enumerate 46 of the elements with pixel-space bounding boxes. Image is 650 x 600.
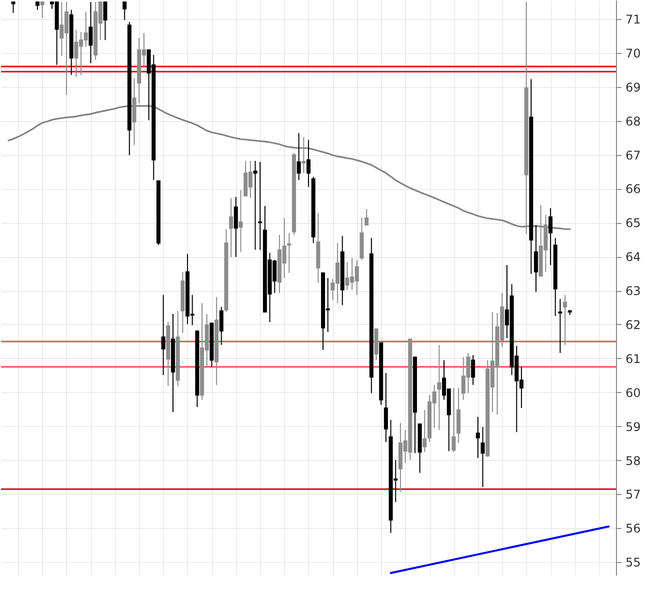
y-tick-label: 64 xyxy=(626,250,641,264)
candlestick xyxy=(422,410,427,453)
y-tick-label: 59 xyxy=(626,420,641,434)
candlestick xyxy=(287,232,292,274)
candlestick xyxy=(534,224,538,292)
y-tick-label: 65 xyxy=(626,216,641,230)
y-tick-label: 57 xyxy=(626,488,641,502)
y-tick-label: 56 xyxy=(626,522,641,536)
y-tick-label: 70 xyxy=(626,46,641,60)
candlestick xyxy=(548,208,552,266)
candlestick xyxy=(452,387,456,453)
y-tick-label: 63 xyxy=(626,284,641,298)
y-tick-label: 58 xyxy=(626,454,641,468)
y-tick-label: 68 xyxy=(626,114,641,128)
y-tick-label: 66 xyxy=(626,182,641,196)
candlestick xyxy=(437,344,442,431)
candlestick xyxy=(471,354,476,386)
y-tick-label: 61 xyxy=(626,352,641,366)
candlestick xyxy=(563,294,568,346)
candlestick xyxy=(456,387,461,444)
candlestick xyxy=(302,136,306,174)
candlestick xyxy=(253,160,258,250)
candlestick xyxy=(558,298,562,354)
candlestick xyxy=(480,426,485,488)
candlestick xyxy=(238,190,243,252)
candlestick xyxy=(161,294,166,376)
candlestick xyxy=(234,196,238,258)
candlestick xyxy=(40,2,44,18)
y-tick-label: 60 xyxy=(626,386,641,400)
y-tick-label: 62 xyxy=(626,318,641,332)
candlestick xyxy=(384,372,388,442)
candlestick xyxy=(219,306,224,346)
candlestick xyxy=(306,139,310,188)
y-tick-label: 71 xyxy=(626,12,641,27)
candlestick xyxy=(11,2,16,14)
candlestick xyxy=(122,2,127,21)
candlestick xyxy=(476,416,480,458)
candlestick xyxy=(103,2,108,41)
y-tick-label: 69 xyxy=(626,80,641,94)
candlestick xyxy=(364,208,369,226)
candlestick xyxy=(88,2,93,64)
y-tick-label: 55 xyxy=(626,556,641,570)
candlestick xyxy=(296,132,301,180)
candlestick xyxy=(258,161,262,250)
candlestick xyxy=(229,197,234,258)
y-tick-label: 67 xyxy=(626,148,641,162)
